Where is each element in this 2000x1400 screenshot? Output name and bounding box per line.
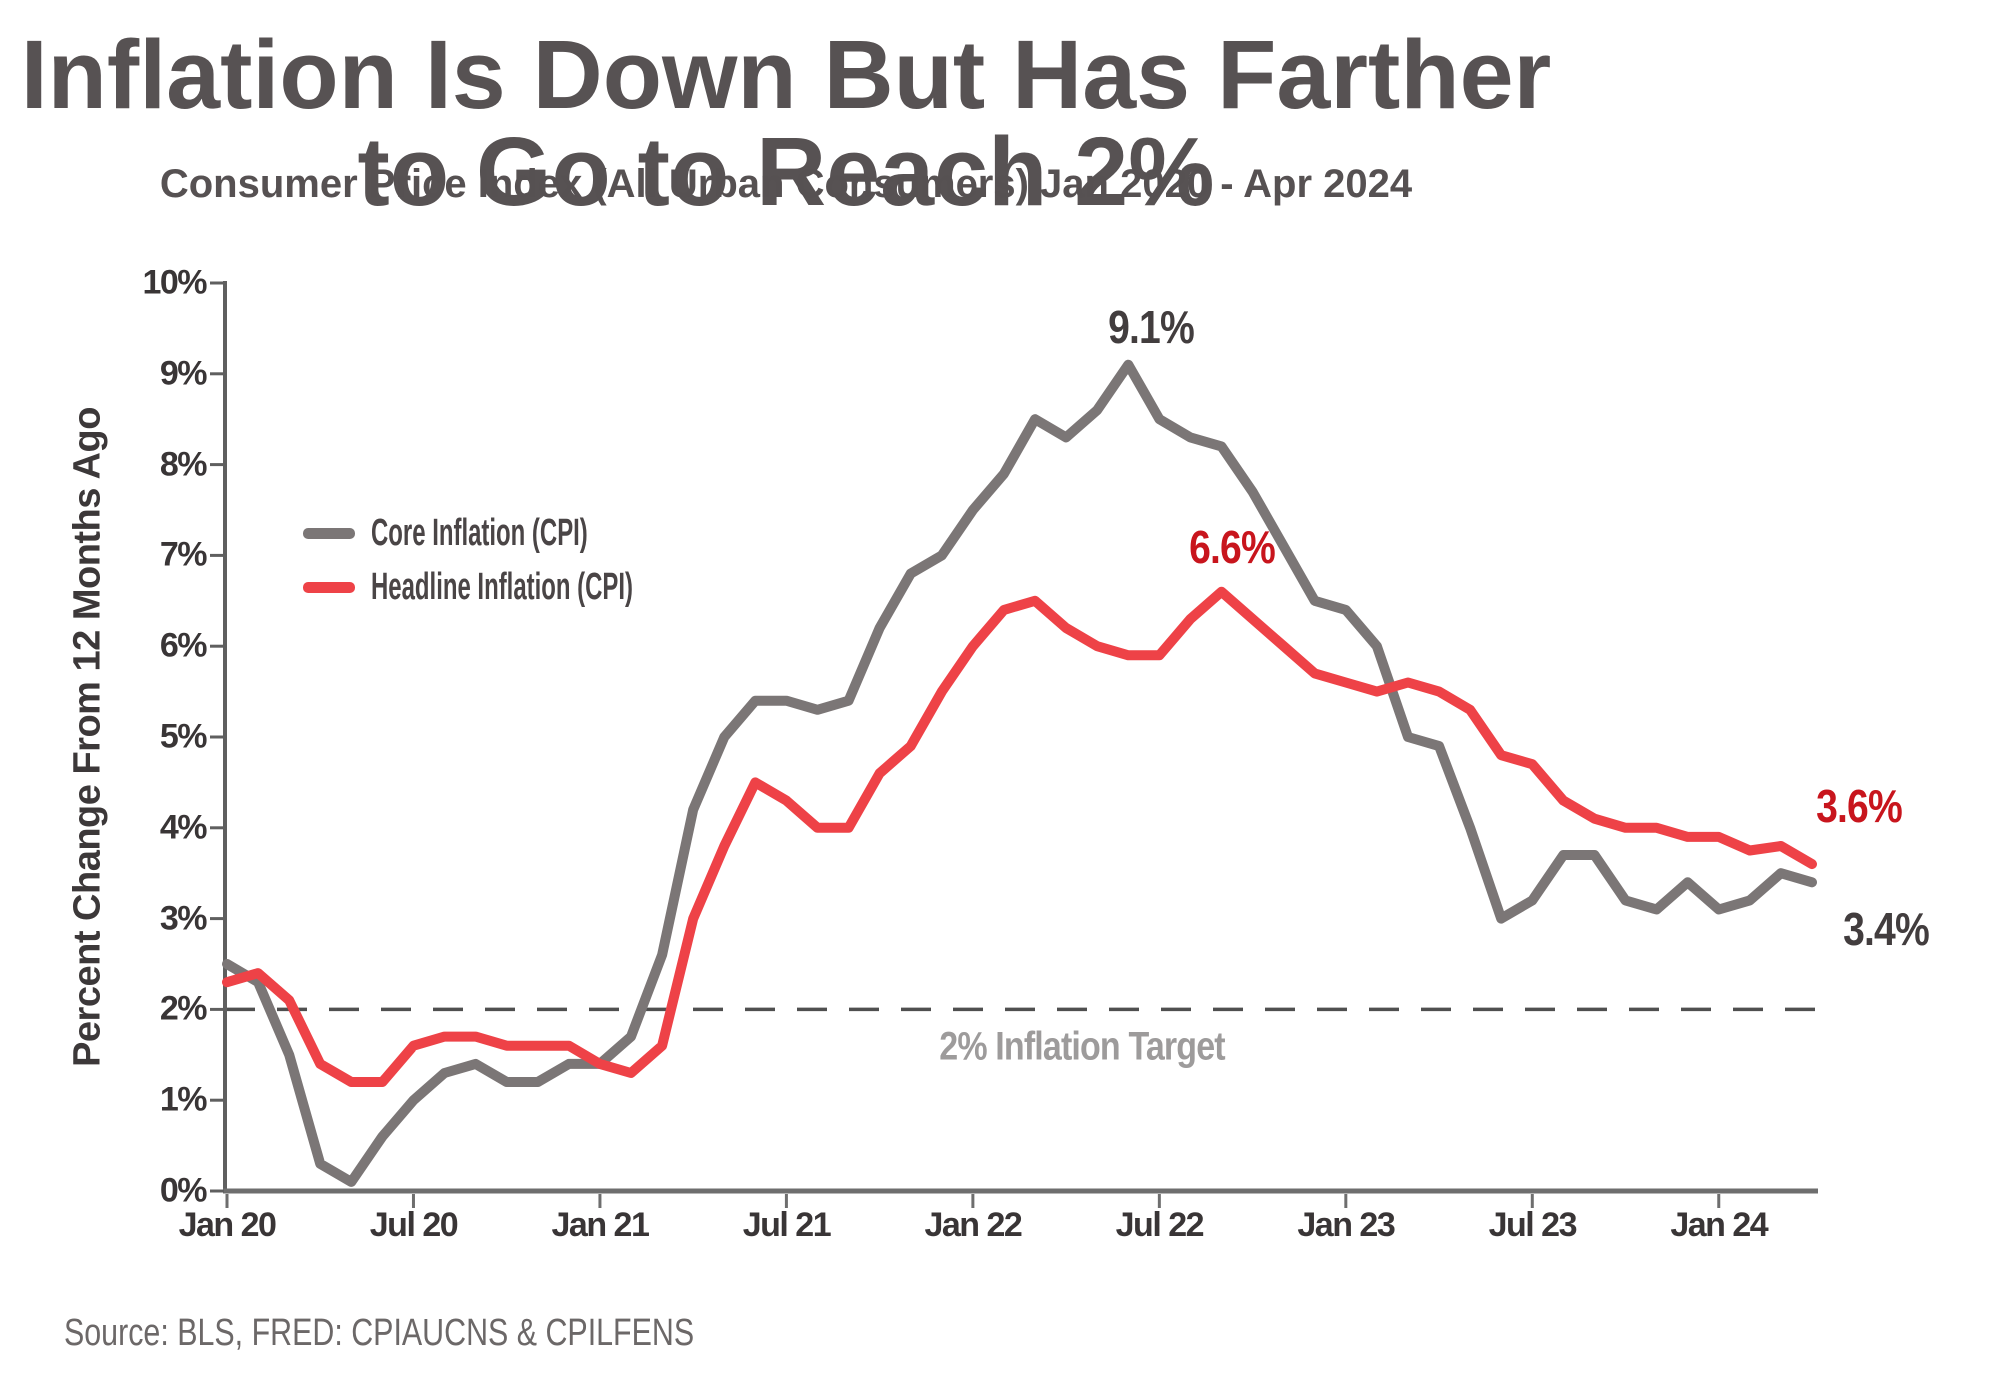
- annotation-headline-peak: 6.6%: [1182, 520, 1283, 574]
- inflation-target-label-text: 2% Inflation Target: [939, 1024, 1225, 1069]
- annotation-headline-end: 3.6%: [1809, 779, 1910, 833]
- y-axis-title: Percent Change From 12 Months Ago: [66, 407, 109, 1067]
- chart-subtitle-wrap: Consumer Price Index (All Urban Consumer…: [0, 160, 1572, 208]
- annotation-core-peak-text: 9.1%: [1108, 301, 1195, 353]
- source-note: Source: BLS, FRED: CPIAUCNS & CPILFENS: [64, 1312, 852, 1355]
- series-line-1: [222, 586, 1817, 1087]
- annotation-core-end: 3.4%: [1836, 902, 1937, 956]
- headline-line-swatch-icon: [303, 581, 355, 593]
- annotation-core-peak: 9.1%: [1101, 300, 1202, 354]
- chart-title: Inflation Is Down But Has Farther to Go …: [20, 20, 1552, 226]
- annotation-headline-end-text: 3.6%: [1816, 780, 1903, 832]
- inflation-target-label: 2% Inflation Target: [914, 1025, 1250, 1070]
- legend-label-core: Core Inflation (CPI): [371, 511, 588, 554]
- legend-item-core: Core Inflation (CPI): [303, 506, 787, 560]
- page-title-wrap: Inflation Is Down But Has Farther to Go …: [0, 26, 1572, 220]
- core-line-swatch-icon: [303, 527, 355, 539]
- annotation-headline-peak-text: 6.6%: [1189, 521, 1276, 573]
- annotation-core-end-text: 3.4%: [1843, 903, 1930, 955]
- legend: Core Inflation (CPI) Headline Inflation …: [303, 506, 787, 614]
- chart-subtitle: Consumer Price Index (All Urban Consumer…: [159, 162, 1413, 206]
- legend-item-headline: Headline Inflation (CPI): [303, 560, 787, 614]
- source-note-text: Source: BLS, FRED: CPIAUCNS & CPILFENS: [64, 1312, 695, 1354]
- legend-label-headline: Headline Inflation (CPI): [371, 565, 634, 608]
- series-line-0: [222, 359, 1817, 1187]
